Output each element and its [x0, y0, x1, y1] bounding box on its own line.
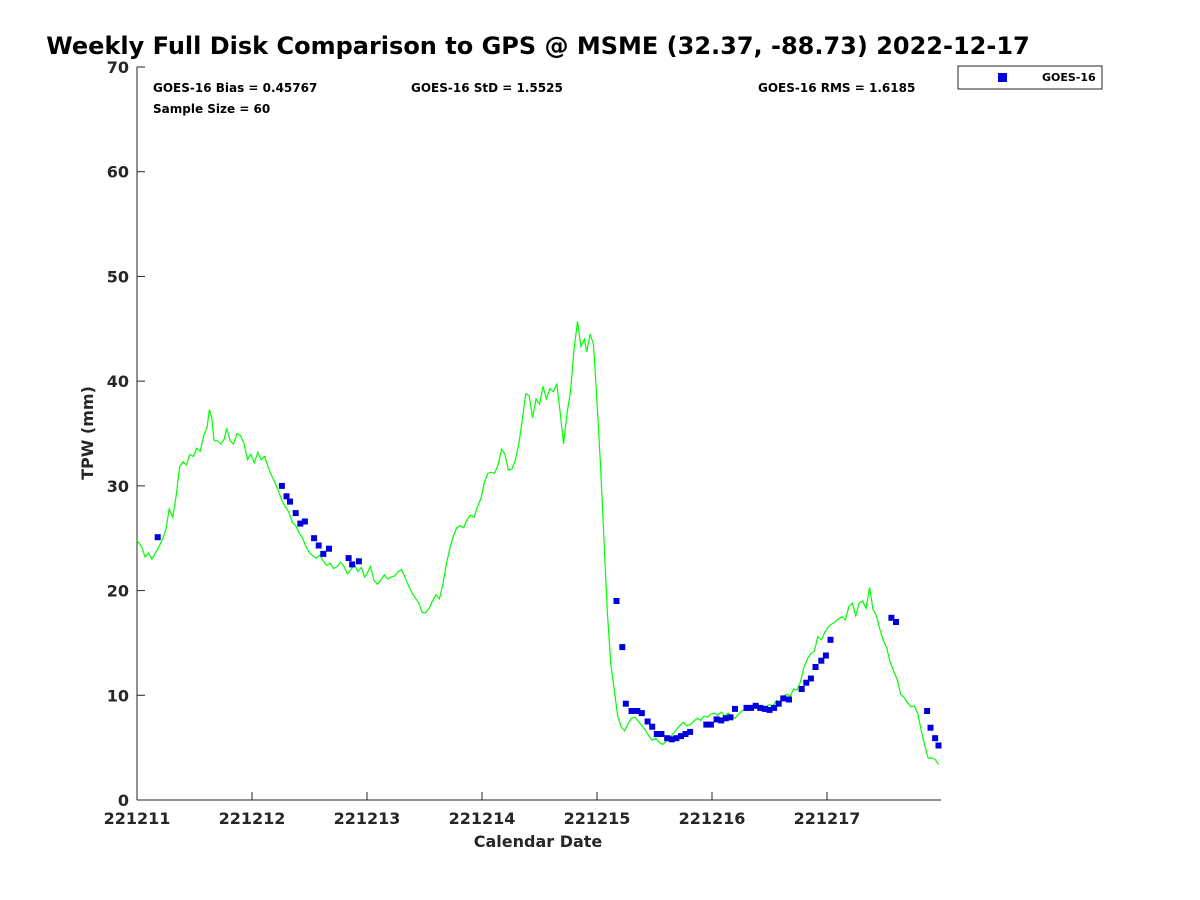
bias-stat: GOES-16 Bias = 0.45767	[153, 81, 317, 95]
goes16-point	[154, 534, 161, 541]
x-tick-label: 221211	[104, 809, 171, 828]
plot-area	[137, 67, 941, 800]
legend-label-goes16: GOES-16	[1042, 71, 1096, 84]
x-tick-label: 221213	[334, 809, 401, 828]
goes16-point	[311, 535, 318, 542]
goes16-point	[786, 696, 792, 703]
goes16-point	[932, 735, 939, 742]
y-tick-label: 10	[107, 686, 129, 705]
goes16-point	[743, 704, 750, 711]
y-tick-label: 30	[107, 477, 129, 496]
goes16-point	[301, 518, 308, 525]
goes16-point	[622, 700, 629, 707]
goes16-point	[687, 728, 694, 735]
axis-ticks: 0 10 20 30 40 50 60 70 221211 221212 221213 221214 2…	[104, 58, 861, 828]
y-tick-label: 40	[107, 372, 129, 391]
goes16-point	[349, 561, 356, 568]
goes16-point	[613, 598, 620, 604]
x-tick-label: 221215	[564, 809, 631, 828]
rms-stat: GOES-16 RMS = 1.6185	[758, 81, 915, 95]
goes16-point	[668, 736, 675, 743]
x-tick-label: 221212	[219, 809, 286, 828]
goes16-point	[775, 700, 782, 707]
goes16-point	[718, 717, 725, 724]
y-axis-label: TPW (mm)	[78, 386, 97, 480]
goes16-point	[803, 679, 810, 686]
goes16-point	[678, 733, 684, 740]
goes16-point	[807, 675, 814, 682]
goes16-point	[888, 614, 895, 621]
goes16-point	[297, 520, 304, 527]
goes16-point	[818, 657, 825, 664]
y-tick-label: 70	[107, 58, 129, 77]
goes16-point	[924, 708, 931, 714]
goes16-point	[320, 550, 327, 557]
std-stat: GOES-16 StD = 1.5525	[411, 81, 563, 95]
goes16-point	[703, 721, 710, 728]
goes16-point	[771, 704, 778, 711]
goes16-point	[283, 493, 290, 500]
goes16-point	[732, 705, 738, 712]
legend-box	[957, 65, 1103, 90]
goes16-point	[315, 542, 322, 549]
x-axis-label: Calendar Date	[474, 832, 603, 851]
goes16-point	[748, 704, 755, 711]
goes16-point	[822, 652, 829, 659]
y-tick-label: 60	[107, 163, 129, 182]
goes16-point	[649, 723, 656, 730]
sample-size-stat: Sample Size = 60	[153, 102, 270, 116]
goes16-point	[761, 705, 768, 712]
goes16-point	[664, 735, 671, 742]
x-tick-label: 221214	[449, 809, 516, 828]
goes16-point	[638, 710, 645, 717]
chart-title: Weekly Full Disk Comparison to GPS @ MSM…	[46, 32, 1029, 60]
x-tick-label: 221217	[794, 809, 861, 828]
goes16-point	[722, 715, 729, 722]
goes16-point	[766, 706, 773, 713]
goes16-point	[326, 545, 332, 552]
goes16-point	[893, 619, 899, 625]
goes16-point	[682, 731, 689, 737]
goes16-point	[927, 724, 934, 731]
goes16-point	[673, 735, 680, 742]
goes16-point	[278, 482, 285, 489]
goes16-point	[752, 702, 759, 709]
series-layer	[136, 321, 942, 765]
goes16-point	[345, 555, 352, 562]
legend: GOES-16	[957, 65, 1103, 90]
goes16-point	[634, 708, 641, 714]
goes16-point	[292, 510, 299, 517]
goes16-point	[653, 731, 660, 737]
goes16-point	[812, 664, 819, 670]
y-tick-label: 0	[118, 791, 129, 810]
goes16-point	[935, 742, 942, 749]
x-tick-label: 221216	[679, 809, 746, 828]
goes16-point	[658, 731, 665, 737]
goes16-point	[287, 498, 293, 505]
goes16-point	[644, 718, 651, 725]
goes16-point	[827, 636, 834, 643]
legend-marker-goes16	[998, 73, 1007, 82]
goes16-point	[798, 686, 805, 692]
goes16-point	[628, 708, 635, 714]
goes16-point	[727, 714, 734, 721]
goes16-point	[757, 704, 764, 711]
y-tick-label: 50	[107, 267, 129, 286]
goes16-point	[780, 695, 787, 702]
y-tick-label: 20	[107, 582, 129, 601]
gps-series-line	[136, 321, 940, 765]
goes16-point	[707, 721, 714, 728]
goes16-point	[619, 644, 626, 651]
goes16-point	[355, 558, 362, 565]
goes16-point	[713, 716, 720, 723]
